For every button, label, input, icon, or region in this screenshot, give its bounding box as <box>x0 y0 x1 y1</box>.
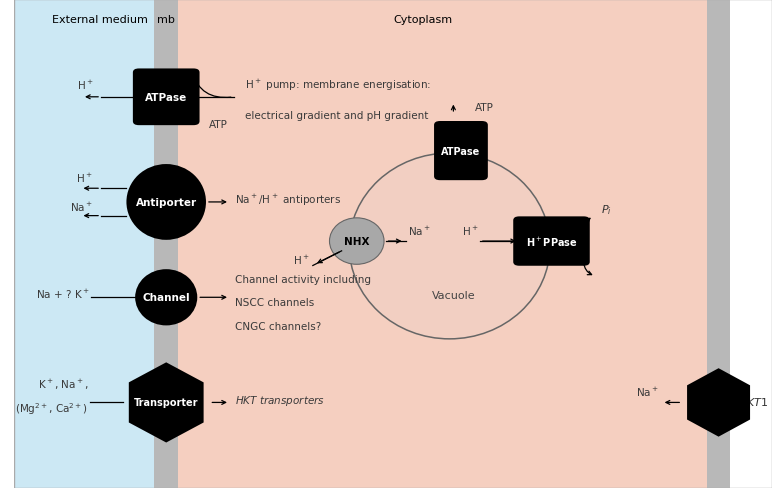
Text: NSCC channels: NSCC channels <box>235 298 315 307</box>
Ellipse shape <box>329 219 384 264</box>
Text: electrical gradient and pH gradient: electrical gradient and pH gradient <box>245 111 429 121</box>
Text: K$^+$, Na$^+$,: K$^+$, Na$^+$, <box>38 377 88 391</box>
Bar <box>154 0 178 488</box>
Text: H$^+$: H$^+$ <box>433 155 449 167</box>
Text: ATP: ATP <box>474 102 494 112</box>
Text: Na$^+$: Na$^+$ <box>70 201 93 214</box>
FancyBboxPatch shape <box>513 217 590 266</box>
Text: H$^+$: H$^+$ <box>77 79 94 92</box>
Text: $HKT1$: $HKT1$ <box>738 395 768 407</box>
Text: Channel: Channel <box>143 293 190 303</box>
Ellipse shape <box>350 154 550 339</box>
Text: Na$^+$: Na$^+$ <box>408 224 431 237</box>
Text: Antiporter: Antiporter <box>136 198 197 207</box>
Text: CNGC channels?: CNGC channels? <box>235 321 322 331</box>
Text: Na + ? K$^+$: Na + ? K$^+$ <box>36 287 90 300</box>
Text: $P_i$: $P_i$ <box>601 203 611 217</box>
Text: External medium: External medium <box>52 15 148 24</box>
Text: Channel activity including: Channel activity including <box>235 274 371 284</box>
Text: Vacuole: Vacuole <box>432 290 475 300</box>
Text: Na$^+$/H$^+$ antiporters: Na$^+$/H$^+$ antiporters <box>235 193 341 207</box>
Bar <box>708 0 730 488</box>
Text: ATP: ATP <box>209 120 228 129</box>
Text: mb: mb <box>157 15 175 24</box>
Text: H$^+$PPase: H$^+$PPase <box>525 235 577 248</box>
Bar <box>14 0 154 488</box>
Ellipse shape <box>126 165 206 241</box>
Text: Na$^+$: Na$^+$ <box>636 386 660 398</box>
Text: ATPase: ATPase <box>145 93 188 102</box>
Text: ATPase: ATPase <box>441 146 480 156</box>
Text: Cytoplasm: Cytoplasm <box>394 15 453 24</box>
Bar <box>178 0 708 488</box>
Ellipse shape <box>135 269 198 326</box>
Bar <box>730 0 772 488</box>
Polygon shape <box>129 363 204 443</box>
Text: H$^+$: H$^+$ <box>293 254 310 266</box>
Text: H$^+$: H$^+$ <box>462 224 478 237</box>
Text: $HKT$ transporters: $HKT$ transporters <box>235 393 326 407</box>
Text: NHX: NHX <box>344 237 370 246</box>
FancyBboxPatch shape <box>434 122 487 181</box>
Polygon shape <box>687 368 750 437</box>
Text: H$^+$ pump: membrane energisation:: H$^+$ pump: membrane energisation: <box>245 78 431 93</box>
Text: (Mg$^{2+}$, Ca$^{2+}$): (Mg$^{2+}$, Ca$^{2+}$) <box>16 401 88 416</box>
Text: H$^+$: H$^+$ <box>76 172 93 184</box>
FancyBboxPatch shape <box>133 69 199 126</box>
Text: Transporter: Transporter <box>134 398 198 407</box>
